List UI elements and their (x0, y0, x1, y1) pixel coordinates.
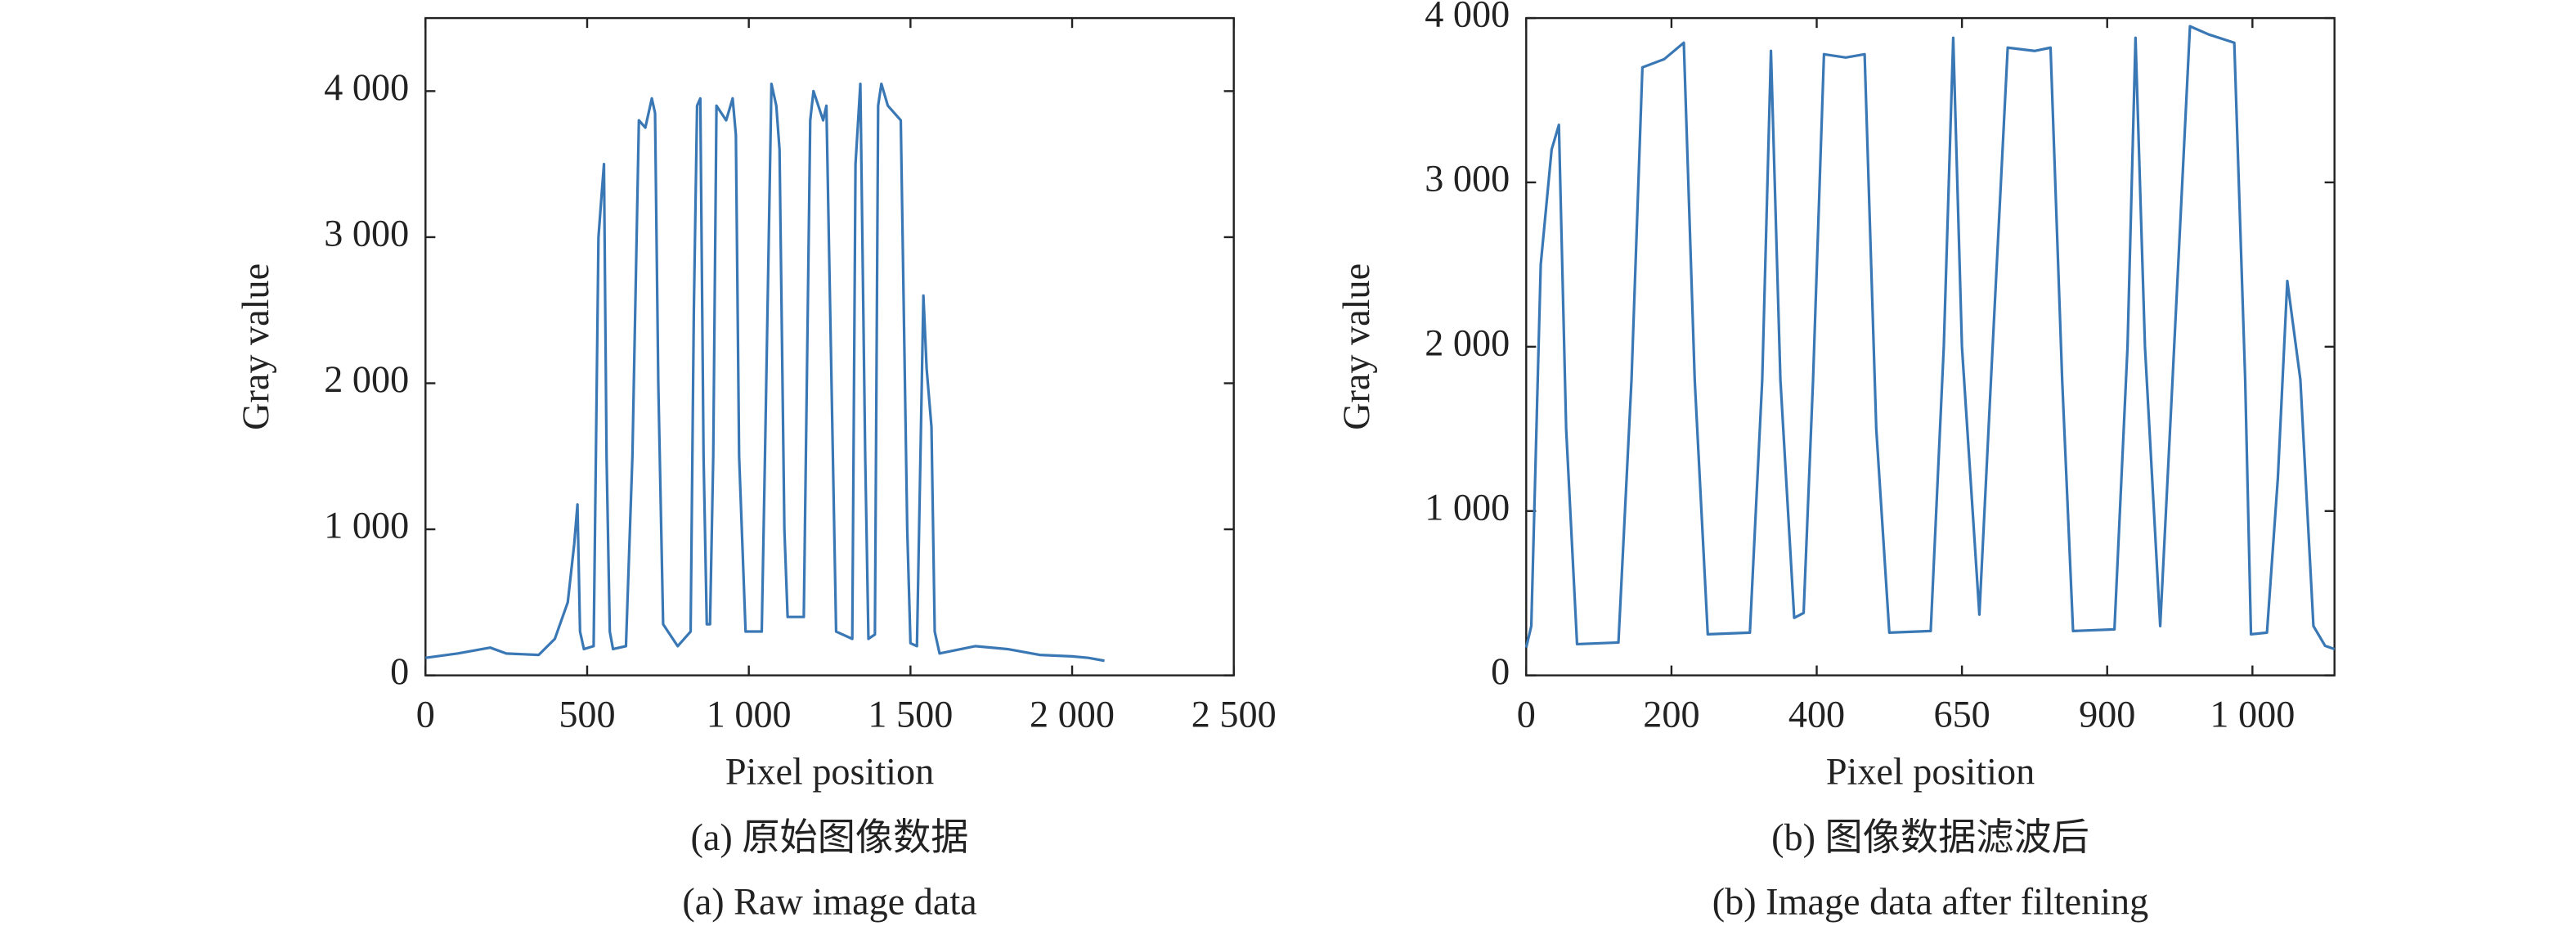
x-tick-label: 2 000 (1030, 693, 1115, 735)
data-line (1524, 25, 2336, 650)
y-tick-label: 3 000 (1425, 158, 1510, 200)
x-tick-label: 1 500 (868, 693, 953, 735)
y-tick-label: 0 (390, 650, 409, 692)
x-axis-label: Pixel position (1826, 751, 2035, 793)
y-tick-label: 3 000 (324, 213, 409, 254)
x-tick-label: 0 (416, 693, 435, 735)
data-line (425, 82, 1105, 663)
plot-frame (424, 16, 1235, 677)
y-tick-label: 2 000 (324, 358, 409, 400)
y-tick-label: 2 000 (1425, 321, 1510, 363)
x-tick-label: 2 500 (1192, 693, 1277, 735)
plot-frame (1525, 16, 2336, 677)
y-tick-label: 4 000 (324, 66, 409, 108)
y-tick-label: 4 000 (1425, 0, 1510, 35)
x-tick-label: 0 (1517, 693, 1536, 735)
caption-en: (b) Image data after filtening (1712, 880, 2148, 922)
x-axis-label: Pixel position (725, 751, 934, 793)
caption: (a) 原始图像数据 (691, 816, 969, 858)
caption: (b) 图像数据滤波后 (1771, 816, 2089, 858)
x-tick-label: 500 (559, 693, 615, 735)
y-tick-label: 0 (1491, 650, 1510, 692)
x-tick-label: 1 000 (2210, 693, 2295, 735)
x-tick-label: 200 (1643, 693, 1699, 735)
y-axis-label: Gray value (1335, 263, 1377, 430)
y-tick-label: 1 000 (324, 505, 409, 546)
x-tick-label: 400 (1788, 693, 1845, 735)
x-tick-label: 1 000 (707, 693, 792, 735)
x-tick-label: 650 (1933, 693, 1990, 735)
y-axis-label: Gray value (235, 263, 276, 430)
y-tick-label: 1 000 (1425, 486, 1510, 528)
caption-en: (a) Raw image data (682, 880, 976, 922)
x-tick-label: 900 (2079, 693, 2135, 735)
